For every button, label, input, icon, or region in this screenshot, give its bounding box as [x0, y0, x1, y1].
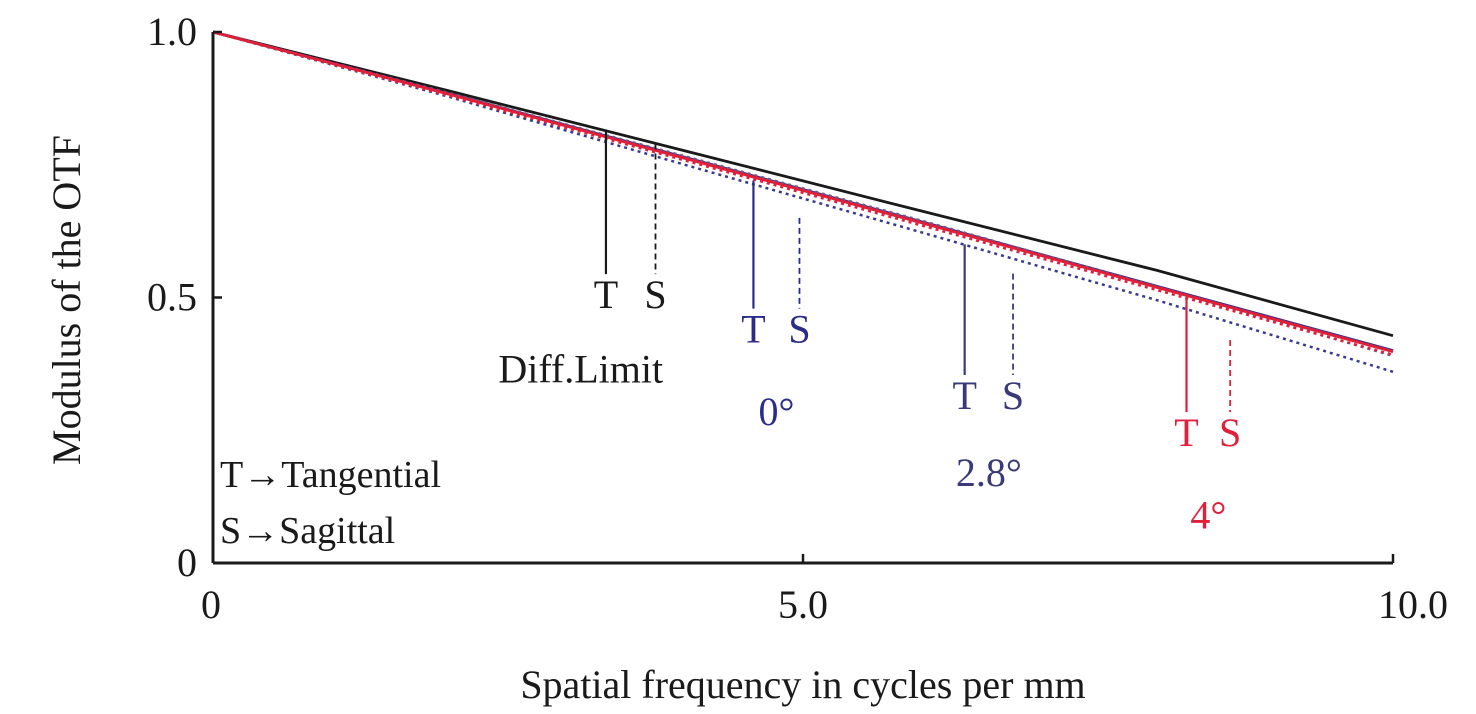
- annotation-caption-0: Diff.Limit: [498, 346, 663, 391]
- series-line-4-t-5: [212, 30, 1394, 354]
- annotation-s-label-2: S: [1002, 373, 1024, 418]
- annotation-caption-1: 0°: [758, 389, 794, 434]
- y-tick-label-2: 1.0: [147, 9, 197, 54]
- x-tick-label-2: 10.0: [1378, 582, 1448, 627]
- annotation-s-label-0: S: [644, 272, 666, 317]
- annotation-t-label-0: T: [594, 272, 618, 317]
- annotation-caption-3: 4°: [1190, 492, 1226, 537]
- y-tick-label-0: 0: [177, 540, 197, 585]
- series-line-4-s-6: [212, 30, 1394, 357]
- series-line-diff-limit-t-0: [212, 30, 1394, 338]
- legend-tangential: T→Tangential: [220, 454, 441, 496]
- legend-sagittal: S→Sagittal: [220, 510, 395, 552]
- axes-layer: 0 0.5 1.0 0 5.0 10.0: [147, 9, 1448, 627]
- y-tick-label-1: 0.5: [147, 275, 197, 320]
- annotation-t-label-3: T: [1174, 410, 1198, 455]
- annotation-s-label-3: S: [1219, 410, 1241, 455]
- y-axis-label: Modulus of the OTF: [44, 135, 89, 465]
- annotation-t-label-2: T: [952, 373, 976, 418]
- series-layer: [212, 30, 1394, 373]
- x-tick-label-0: 0: [201, 582, 221, 627]
- x-tick-label-1: 5.0: [778, 582, 828, 627]
- annotation-s-label-1: S: [788, 307, 810, 352]
- x-axis-label: Spatial frequency in cycles per mm: [520, 662, 1085, 707]
- annotation-caption-2: 2.8°: [956, 450, 1022, 495]
- annotation-t-label-1: T: [741, 307, 765, 352]
